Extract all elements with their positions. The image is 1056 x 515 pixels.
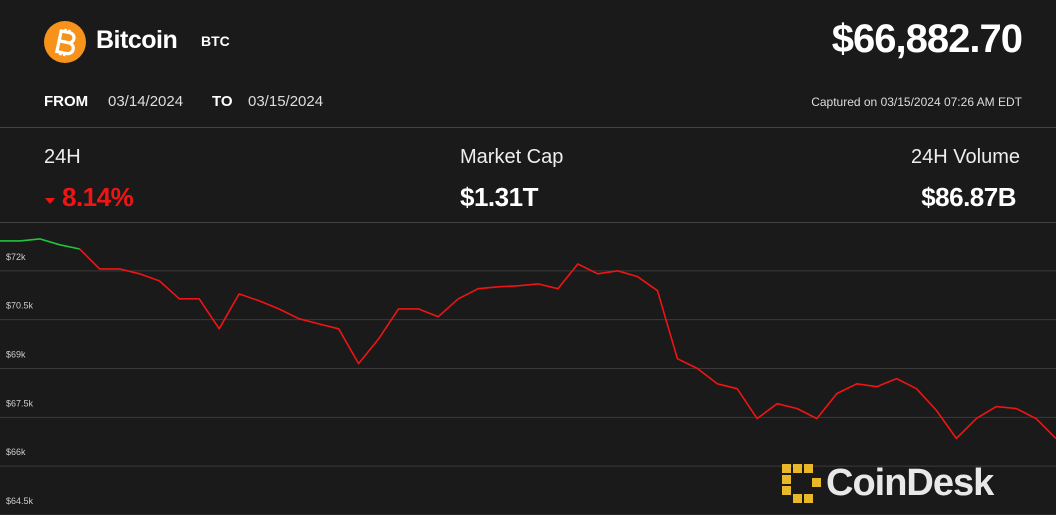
price-line: [79, 248, 1056, 440]
divider: [0, 127, 1056, 128]
coin-name: Bitcoin: [96, 26, 178, 54]
stat-label: 24H Volume: [911, 146, 1020, 168]
down-arrow: [45, 198, 55, 204]
y-tick-label: $70.5k: [6, 301, 34, 311]
y-tick-label: $66k: [6, 447, 26, 457]
y-tick-label: $64.5k: [6, 496, 34, 506]
price-line: [0, 238, 80, 250]
divider: [0, 222, 1056, 223]
captured-time: Captured on 03/15/2024 07:26 AM EDT: [811, 95, 1022, 109]
from-label: FROM: [44, 93, 89, 110]
bitcoin-logo: [44, 21, 86, 63]
stat-value: 8.14%: [62, 182, 134, 212]
brand: CoinDesk: [826, 462, 994, 504]
stat-label: Market Cap: [460, 146, 564, 168]
y-tick-label: $69k: [6, 350, 26, 360]
from-date: 03/14/2024: [108, 93, 184, 110]
stat-label: 24H: [44, 146, 81, 168]
stat-value: $1.31T: [460, 182, 538, 212]
coin-symbol: BTC: [201, 33, 230, 49]
to-label: TO: [212, 93, 233, 110]
to-date: 03/15/2024: [248, 93, 324, 110]
y-tick-label: $67.5k: [6, 398, 34, 408]
y-tick-label: $72k: [6, 252, 26, 262]
coindesk-icon: [782, 464, 821, 503]
stat-value: $86.87B: [921, 182, 1016, 212]
price: $66,882.70: [831, 17, 1023, 61]
